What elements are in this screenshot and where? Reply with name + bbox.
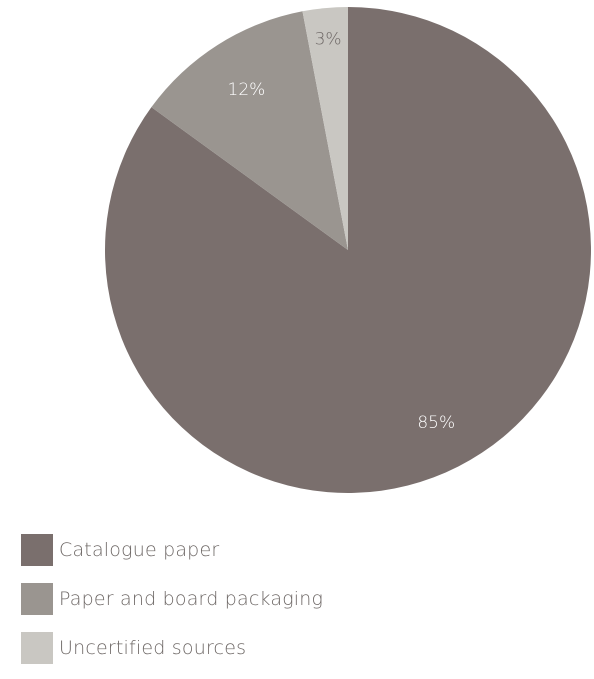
- pie-labels: 85% 12% 3%: [228, 30, 456, 434]
- slice-label: 85%: [417, 413, 455, 433]
- legend-swatch: [21, 534, 53, 566]
- legend-item-uncertified-sources: Uncertified sources: [21, 630, 581, 666]
- chart-legend: Catalogue paper Paper and board packagin…: [21, 532, 581, 679]
- pie-slices: [104, 7, 592, 493]
- pie-slice-paper-and-board-packaging: [151, 11, 348, 250]
- legend-item-paper-and-board-packaging: Paper and board packaging: [21, 581, 581, 617]
- pie-chart: 85% 12% 3%: [104, 7, 592, 493]
- slice-label: 3%: [315, 30, 342, 50]
- slice-label: 12%: [228, 80, 266, 100]
- legend-label: Paper and board packaging: [59, 588, 324, 610]
- legend-swatch: [21, 583, 53, 615]
- pie-slice-uncertified-sources: [302, 7, 348, 250]
- legend-label: Uncertified sources: [59, 637, 247, 659]
- legend-swatch: [21, 632, 53, 664]
- legend-item-catalogue-paper: Catalogue paper: [21, 532, 581, 568]
- legend-label: Catalogue paper: [59, 539, 220, 561]
